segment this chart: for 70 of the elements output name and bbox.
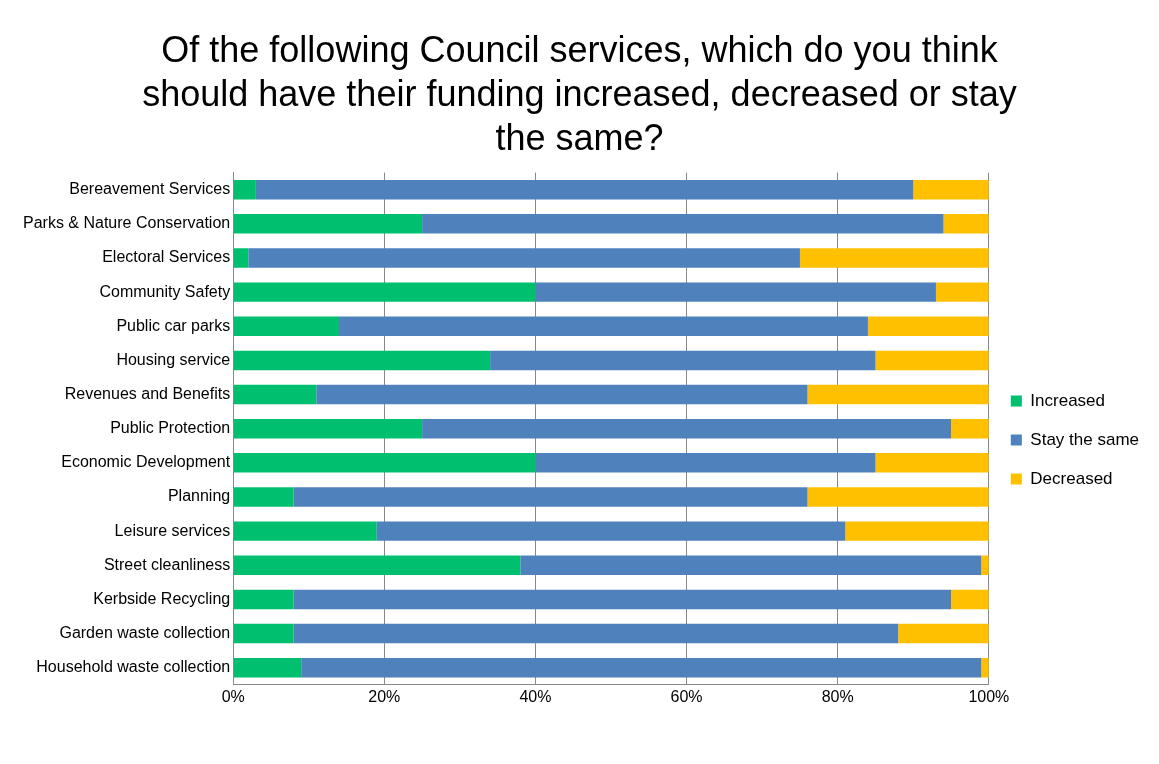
bar: [981, 658, 989, 678]
bar: [233, 282, 536, 302]
bar: [935, 282, 989, 302]
y-tick-label: Community Safety: [99, 282, 231, 300]
chart-title: Of the following Council services, which do you think should have their funding increased, decreased or stay the same?: [141, 28, 1018, 160]
bar: [898, 623, 989, 644]
bar: [376, 521, 846, 541]
bar: [875, 453, 989, 473]
bar: [293, 623, 899, 644]
y-tick-label: Revenues and Benefits: [64, 384, 231, 402]
y-tick-label: Electoral Services: [102, 248, 231, 266]
bar: [316, 384, 808, 405]
y-tick-label: Leisure services: [114, 521, 231, 539]
bar: [981, 555, 989, 576]
bar: [845, 521, 989, 541]
y-tick-label: Garden waste collection: [59, 623, 231, 641]
y-tick-label: Planning: [167, 487, 231, 505]
x-tick-label: 60%: [670, 687, 703, 705]
y-tick-label: Public car parks: [116, 316, 231, 334]
bar: [255, 179, 914, 200]
bar: [301, 658, 982, 678]
bar: [807, 487, 989, 507]
bar: [233, 248, 249, 268]
bar: [422, 418, 952, 439]
bar: [233, 623, 294, 644]
bar: [799, 248, 989, 268]
bar: [951, 418, 989, 439]
bar: [233, 214, 423, 234]
bar: [233, 350, 491, 371]
bar: [233, 453, 536, 473]
bar: [293, 487, 808, 507]
y-tick-label: Bereavement Services: [69, 180, 231, 198]
bar: [233, 555, 521, 576]
bar: [807, 384, 989, 405]
y-tick-label: Household waste collection: [36, 658, 231, 676]
legend-label: Increased: [1030, 390, 1106, 410]
x-tick-label: 40%: [519, 687, 552, 705]
y-tick-label: Kerbside Recycling: [93, 589, 231, 607]
bar: [520, 555, 982, 576]
bar: [233, 487, 294, 507]
bar: [535, 282, 936, 302]
x-tick-label: 80%: [821, 687, 854, 705]
y-tick-label: Parks & Nature Conservation: [23, 214, 231, 232]
bar: [233, 316, 339, 336]
legend-label: Decreased: [1030, 468, 1113, 488]
legend-label: Stay the same: [1030, 429, 1140, 449]
bar: [233, 521, 377, 541]
x-tick-label: 100%: [968, 687, 1010, 705]
bar: [338, 316, 868, 336]
y-tick-label: Housing service: [116, 350, 231, 368]
bar: [233, 589, 294, 610]
bar: [233, 658, 302, 678]
bar: [248, 248, 800, 268]
y-tick-label: Public Protection: [110, 419, 231, 437]
bar: [913, 179, 989, 200]
bar: [233, 384, 317, 405]
bar: [535, 453, 876, 473]
bar: [943, 214, 989, 234]
bar: [422, 214, 944, 234]
bar: [867, 316, 989, 336]
bar: [875, 350, 989, 371]
x-tick-label: 20%: [368, 687, 401, 705]
bar: [233, 418, 423, 439]
bar: [490, 350, 876, 371]
y-tick-label: Economic Development: [61, 453, 231, 471]
bar: [293, 589, 952, 610]
bar: [951, 589, 989, 610]
x-tick-label: 0%: [221, 687, 245, 705]
bar: [233, 179, 256, 200]
y-tick-label: Street cleanliness: [103, 555, 231, 573]
